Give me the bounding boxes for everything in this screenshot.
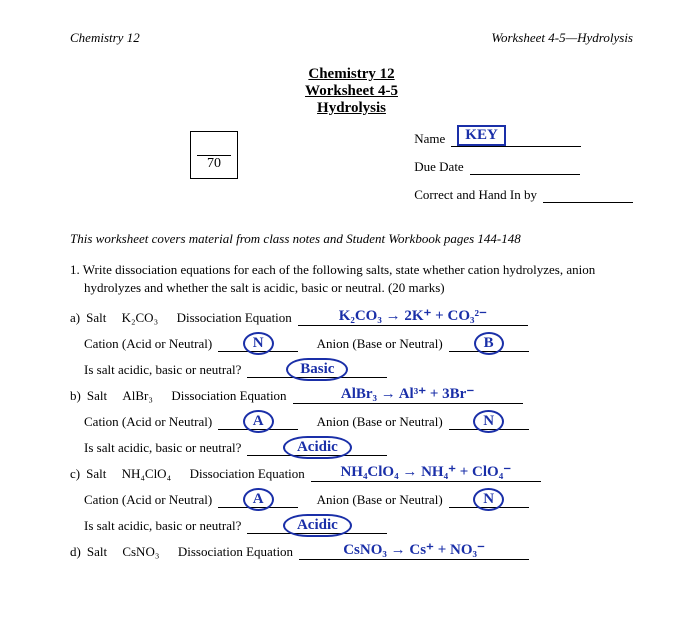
anion-value: B [474,332,504,355]
eq-blank: NH₄ClO₄ → NH₄⁺ + ClO₄⁻ [311,462,541,482]
dissoc-label: Dissociation Equation [190,466,305,482]
eq-blank: CsNO₃ → Cs⁺ + NO₃⁻ [299,540,529,560]
salt-label: Salt [86,310,106,326]
header-right: Worksheet 4-5—Hydrolysis [491,30,633,46]
q1-text: Write dissociation equations for each of… [83,262,595,295]
item-a-ions: Cation (Acid or Neutral) N Anion (Base o… [70,332,633,352]
page-header: Chemistry 12 Worksheet 4-5—Hydrolysis [70,30,633,46]
due-label: Due Date [414,159,463,175]
worksheet-page: Chemistry 12 Worksheet 4-5—Hydrolysis Ch… [0,0,683,576]
name-value: KEY [457,125,506,146]
eq-blank: K₂CO₃ → 2K⁺ + CO₃²⁻ [298,306,528,326]
header-left: Chemistry 12 [70,30,140,46]
salt-formula: NH₄ClO₄ [122,466,172,482]
salt-formula: K₂CO₃ [122,310,159,326]
overall-label: Is salt acidic, basic or neutral? [84,518,241,534]
overall-label: Is salt acidic, basic or neutral? [84,440,241,456]
overall-blank: Acidic [247,514,387,534]
meta-fields: Name KEY Due Date Correct and Hand In by [414,129,633,213]
anion-value: N [473,410,504,433]
eq-value: AlBr₃ → Al³⁺ + 3Br⁻ [341,386,474,402]
overall-value: Acidic [283,436,352,459]
salt-formula: CsNO₃ [122,544,159,560]
salt-label: Salt [86,466,106,482]
title-line1: Chemistry 12 [70,66,633,83]
title-block: Chemistry 12 Worksheet 4-5 Hydrolysis [70,66,633,117]
overall-blank: Basic [247,358,387,378]
eq-value: NH₄ClO₄ → NH₄⁺ + ClO₄⁻ [340,464,511,480]
item-letter: a) [70,310,80,326]
dissoc-label: Dissociation Equation [177,310,292,326]
correct-blank [543,185,633,203]
cation-blank: N [218,332,298,352]
score-denominator: 70 [207,156,221,172]
cation-label: Cation (Acid or Neutral) [84,492,212,508]
cation-label: Cation (Acid or Neutral) [84,336,212,352]
cation-value: A [243,410,274,433]
name-blank: KEY [451,129,581,147]
item-letter: c) [70,466,80,482]
salt-formula: AlBr₃ [122,388,153,404]
salt-label: Salt [87,388,107,404]
item-a-eq: a) Salt K₂CO₃ Dissociation Equation K₂CO… [70,306,633,326]
q1-num: 1. [70,262,80,277]
item-b-ions: Cation (Acid or Neutral) A Anion (Base o… [70,410,633,430]
score-box: 70 [190,131,238,179]
salt-label: Salt [87,544,107,560]
anion-blank: B [449,332,529,352]
coverage-note: This worksheet covers material from clas… [70,231,633,247]
due-blank [470,157,580,175]
item-c-overall: Is salt acidic, basic or neutral? Acidic [70,514,633,534]
dissoc-label: Dissociation Equation [178,544,293,560]
anion-label: Anion (Base or Neutral) [317,414,443,430]
eq-blank: AlBr₃ → Al³⁺ + 3Br⁻ [293,384,523,404]
title-line2: Worksheet 4-5 [70,83,633,100]
anion-blank: N [449,488,529,508]
overall-blank: Acidic [247,436,387,456]
item-b-overall: Is salt acidic, basic or neutral? Acidic [70,436,633,456]
item-d-eq: d) Salt CsNO₃ Dissociation Equation CsNO… [70,540,633,560]
anion-label: Anion (Base or Neutral) [317,336,443,352]
item-c-ions: Cation (Acid or Neutral) A Anion (Base o… [70,488,633,508]
anion-value: N [473,488,504,511]
dissoc-label: Dissociation Equation [171,388,286,404]
anion-label: Anion (Base or Neutral) [317,492,443,508]
q1-instruction: 1. Write dissociation equations for each… [84,261,633,296]
name-label: Name [414,131,445,147]
item-a-overall: Is salt acidic, basic or neutral? Basic [70,358,633,378]
item-letter: b) [70,388,81,404]
overall-label: Is salt acidic, basic or neutral? [84,362,241,378]
overall-value: Basic [286,358,348,381]
item-c-eq: c) Salt NH₄ClO₄ Dissociation Equation NH… [70,462,633,482]
overall-value: Acidic [283,514,352,537]
anion-blank: N [449,410,529,430]
cation-value: N [243,332,274,355]
cation-label: Cation (Acid or Neutral) [84,414,212,430]
eq-value: CsNO₃ → Cs⁺ + NO₃⁻ [343,542,485,558]
cation-blank: A [218,488,298,508]
correct-label: Correct and Hand In by [414,187,537,203]
top-section: 70 Name KEY Due Date Correct and Hand In… [70,127,633,213]
item-letter: d) [70,544,81,560]
eq-value: K₂CO₃ → 2K⁺ + CO₃²⁻ [339,308,487,324]
title-line3: Hydrolysis [70,100,633,117]
cation-value: A [243,488,274,511]
item-b-eq: b) Salt AlBr₃ Dissociation Equation AlBr… [70,384,633,404]
cation-blank: A [218,410,298,430]
